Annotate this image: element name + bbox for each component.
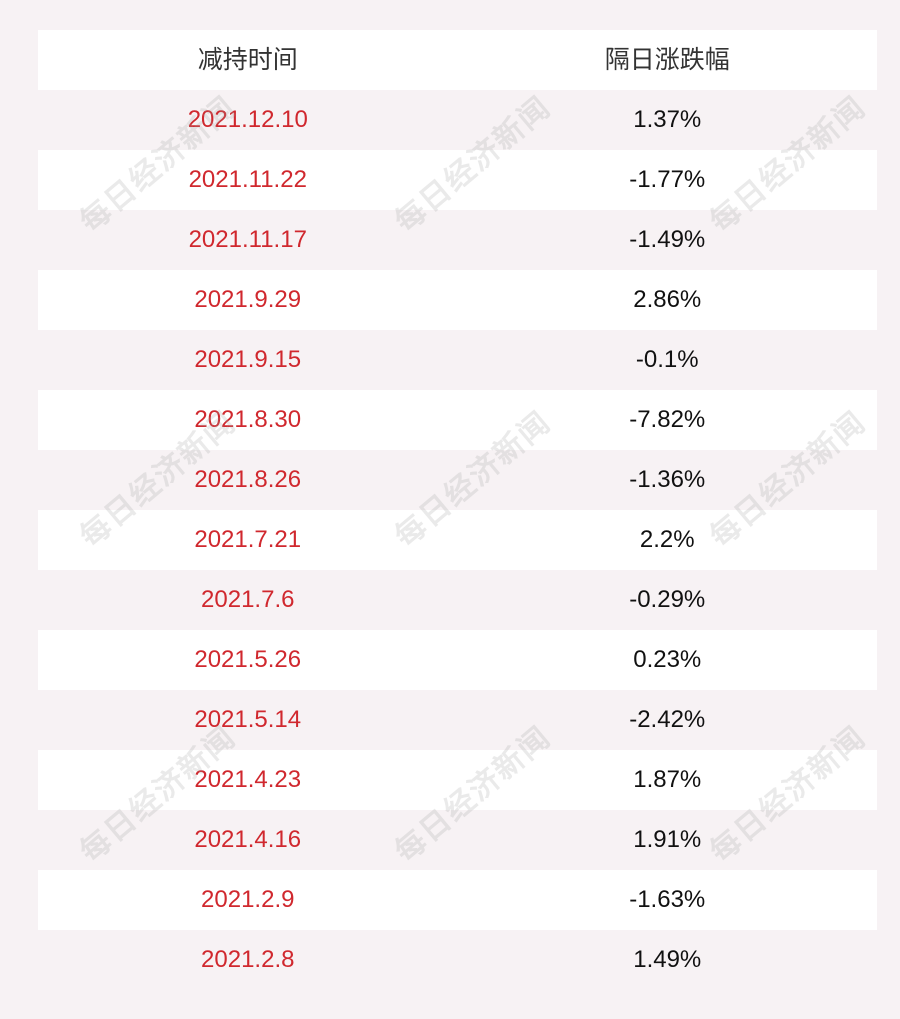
table-row: 2021.4.16 1.91% [38,810,877,870]
table-row: 2021.8.30 -7.82% [38,390,877,450]
table-header-row: 减持时间 隔日涨跌幅 [38,30,877,90]
row-change: -1.49% [629,226,706,253]
row-date: 2021.2.9 [201,886,295,913]
row-date: 2021.9.29 [194,286,302,313]
row-date: 2021.7.6 [201,586,295,613]
row-date: 2021.5.26 [194,646,302,673]
row-change: 1.37% [633,106,702,133]
row-change: -0.1% [635,346,699,373]
table-row: 2021.2.9 -1.63% [38,870,877,930]
table-row: 2021.11.22 -1.77% [38,150,877,210]
table-row: 2021.11.17 -1.49% [38,210,877,270]
row-date: 2021.7.21 [194,526,302,553]
row-date: 2021.11.17 [188,226,307,253]
row-change: 2.86% [633,286,702,313]
table-row: 2021.7.6 -0.29% [38,570,877,630]
header-date: 减持时间 [197,46,298,74]
row-date: 2021.2.8 [201,946,295,973]
table-row: 2021.2.8 1.49% [38,930,877,990]
row-date: 2021.8.26 [194,466,302,493]
table-row: 2021.7.21 2.2% [38,510,877,570]
row-date: 2021.11.22 [188,166,307,193]
table-row: 2021.8.26 -1.36% [38,450,877,510]
table-row: 2021.9.29 2.86% [38,270,877,330]
row-change: -0.29% [629,586,706,613]
header-change: 隔日涨跌幅 [604,46,730,74]
row-change: 2.2% [639,526,695,553]
row-date: 2021.8.30 [194,406,302,433]
row-change: -1.77% [629,166,706,193]
row-date: 2021.12.10 [187,106,308,133]
row-date: 2021.5.14 [194,706,302,733]
row-date: 2021.9.15 [194,346,302,373]
table-row: 2021.12.10 1.37% [38,90,877,150]
row-change: -1.63% [629,886,706,913]
table-row: 2021.9.15 -0.1% [38,330,877,390]
table-row: 2021.5.14 -2.42% [38,690,877,750]
row-change: 1.87% [633,766,702,793]
row-change: -2.42% [629,706,706,733]
table-row: 2021.5.26 0.23% [38,630,877,690]
row-change: 1.49% [633,946,702,973]
row-date: 2021.4.16 [194,826,302,853]
row-change: -1.36% [629,466,706,493]
table-row: 2021.4.23 1.87% [38,750,877,810]
row-change: 0.23% [633,646,702,673]
row-date: 2021.4.23 [194,766,302,793]
data-table: 减持时间 隔日涨跌幅 2021.12.10 1.37% 2021.11.22 -… [38,30,877,990]
row-change: 1.91% [633,826,702,853]
row-change: -7.82% [629,406,706,433]
